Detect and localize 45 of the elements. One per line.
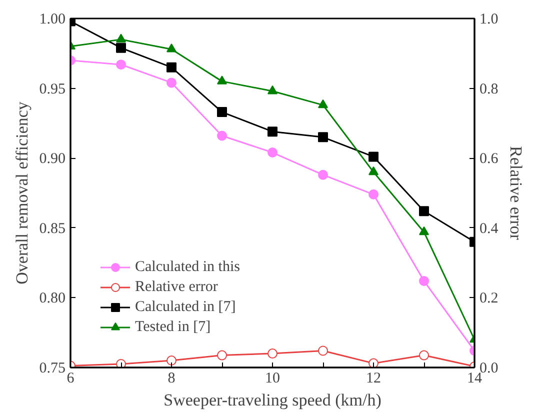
point: [368, 152, 378, 162]
y-tick-label: 0.85: [39, 220, 66, 237]
y-tick-label: 0.90: [39, 151, 66, 168]
point: [318, 99, 328, 108]
y-tick-label: 0.80: [39, 290, 66, 307]
point: [217, 76, 227, 84]
x-tick-label: 6: [66, 370, 75, 386]
x-tick-label: 14: [467, 370, 482, 386]
point: [368, 189, 378, 200]
y2-axis-title: Relative error: [506, 146, 526, 240]
point: [116, 42, 126, 53]
y2-tick-label: 1.0: [480, 12, 498, 28]
point: [166, 44, 176, 52]
legend-label: Tested in [7]: [135, 318, 211, 336]
legend-label: Calculated in [7]: [135, 298, 236, 316]
point: [268, 126, 278, 137]
y-tick-label: 0.95: [39, 81, 66, 98]
point: [116, 60, 126, 70]
y-tick-label: 1.00: [39, 12, 66, 28]
point: [217, 130, 227, 141]
point: [419, 276, 429, 286]
y-tick-label: 0.75: [39, 360, 66, 376]
point: [368, 166, 378, 176]
point: [419, 206, 429, 216]
legend-label: Relative error: [135, 278, 218, 296]
point: [318, 170, 328, 180]
y2-tick-label: 0.6: [480, 151, 499, 168]
x-tick-label: 10: [265, 370, 280, 386]
x-axis-title: Sweeper-traveling speed (km/h): [164, 390, 382, 410]
y2-tick-label: 0.2: [480, 290, 498, 307]
y2-tick-label: 0.0: [480, 360, 498, 376]
legend-label: Calculated in this: [135, 258, 240, 276]
point: [419, 226, 429, 236]
x-tick-label: 12: [366, 370, 381, 386]
point: [166, 78, 176, 88]
x-tick-label: 8: [168, 370, 176, 386]
point: [268, 85, 278, 94]
point: [116, 34, 126, 43]
point: [318, 132, 328, 142]
point: [217, 107, 227, 118]
y-axis-title: Overall removal efficiency: [12, 101, 32, 284]
y2-tick-label: 0.4: [480, 220, 499, 237]
y2-tick-label: 0.8: [480, 81, 498, 98]
point: [166, 62, 176, 72]
point: [268, 148, 278, 158]
